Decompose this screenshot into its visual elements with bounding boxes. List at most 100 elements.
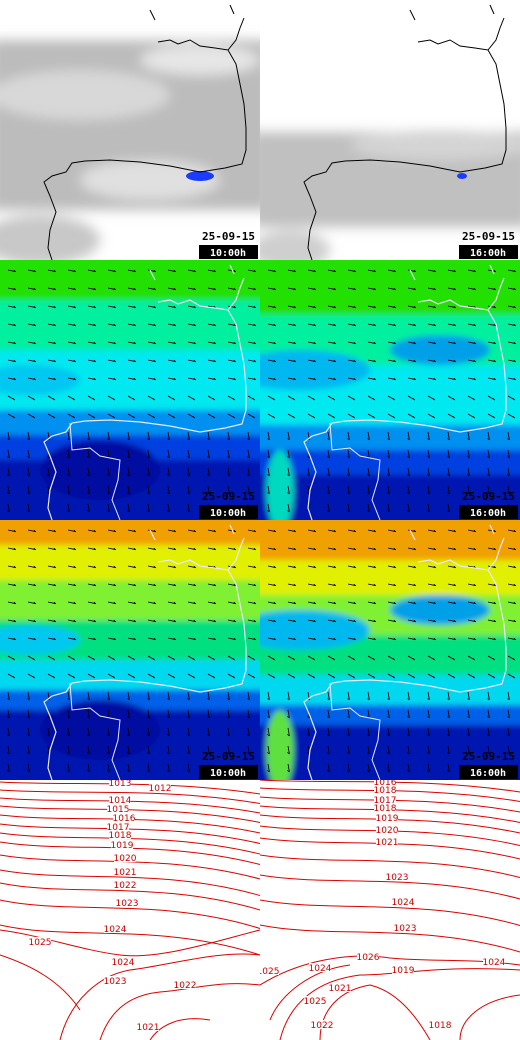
isobar-label-bg [113,813,135,822]
isobar-label-bg [374,803,396,812]
wind-arrow [307,601,317,605]
wind-arrow [447,287,457,291]
wind-arrow [287,583,297,587]
isobar-label: 1020 [114,854,137,864]
wind-blob [266,450,294,520]
wind-blob [390,595,490,625]
wind-arrow [7,601,17,605]
wind-arrow [447,467,450,477]
isobar [260,924,520,953]
wind-arrow [7,305,17,309]
wind-arrow [187,449,190,459]
wind-arrow [207,619,217,623]
wind-arrow [187,709,190,719]
wind-arrow [307,655,316,661]
wind-arrow [87,467,90,477]
wind-arrow [67,529,77,533]
wind-arrow [287,565,297,569]
isobar-label-bg [107,822,129,831]
wind-arrow [327,287,337,291]
wind-arrow [187,637,197,641]
wind-blob [390,335,490,365]
wind-arrow [7,709,10,719]
wind-arrow [127,431,130,441]
wind-arrow [107,673,116,679]
wind-arrow [27,601,37,605]
wind-arrow [127,359,137,363]
date-label: 25-09-15 [202,230,255,243]
wind-arrow [47,269,57,273]
wind-arrow [187,655,196,661]
wind-arrow [407,547,417,551]
isobar-label-bg [329,983,351,992]
wind-arrow [47,467,50,477]
wind-arrow [147,449,150,459]
wind-arrow [187,395,196,401]
wind-arrow [347,377,357,381]
wind-arrow [247,619,257,623]
wind-arrow [247,727,250,737]
wind-arrow [447,763,450,773]
wind-arrow [487,287,497,291]
wind-arrow [67,727,70,737]
wind-arrow [267,503,270,513]
wind-arrow [7,503,10,513]
isobar-label-bg [429,1020,451,1029]
wind-arrow [7,619,17,623]
wind-arrow [187,691,190,701]
wind-arrow [407,449,410,459]
isobar-label-bg [260,966,279,975]
wind-arrow [287,395,296,401]
wind-arrow [327,485,330,495]
wind-arrow [267,709,270,719]
wind-arrow [367,547,377,551]
wind-arrow [407,359,417,363]
wind-arrow [47,727,50,737]
wind-arrow [327,467,330,477]
isobar-label: 1018 [374,786,397,796]
wind-arrow [407,691,410,701]
wind-arrow [447,583,457,587]
wind-arrow [207,449,210,459]
wind-arrow [167,377,177,381]
wind-arrow [27,565,37,569]
border [69,422,121,520]
isobar [0,882,260,911]
wind-arrow [67,673,76,679]
wind-arrow [407,763,410,773]
isobar-label-bg [376,837,398,846]
wind-arrow [307,565,317,569]
wind-field [260,520,520,780]
wind-arrow [27,503,30,513]
isobar-label-bg [116,898,138,907]
wind-arrow [407,655,416,661]
wind-arrow [467,583,477,587]
wind-arrow [107,323,117,327]
wind-arrow [87,323,97,327]
wind-arrow [507,655,516,661]
wind-arrow [167,655,176,661]
wind-arrow [227,745,230,755]
wind-arrow [327,727,330,737]
wind-arrow [187,269,197,273]
wind-arrow [347,431,350,441]
wind-arrow [467,269,477,273]
wind-arrow [287,727,290,737]
timestamp: 25-09-15 10:00h [199,490,258,519]
wind-arrow [487,305,497,309]
wind-arrow [207,485,210,495]
wind-arrow [407,485,410,495]
isobar-label-bg [109,830,131,839]
wind-arrow [27,449,30,459]
isobar [0,899,260,929]
wind-arrow [467,655,476,661]
wind-arrow [127,413,136,419]
wind-arrow [167,449,170,459]
wind-arrow [247,305,257,309]
isobar [0,924,260,956]
wind-arrow [27,529,37,533]
wind-arrow [27,413,36,419]
wind-arrow [47,323,57,327]
wind-arrow [327,691,330,701]
isobar-label-bg [149,783,171,792]
